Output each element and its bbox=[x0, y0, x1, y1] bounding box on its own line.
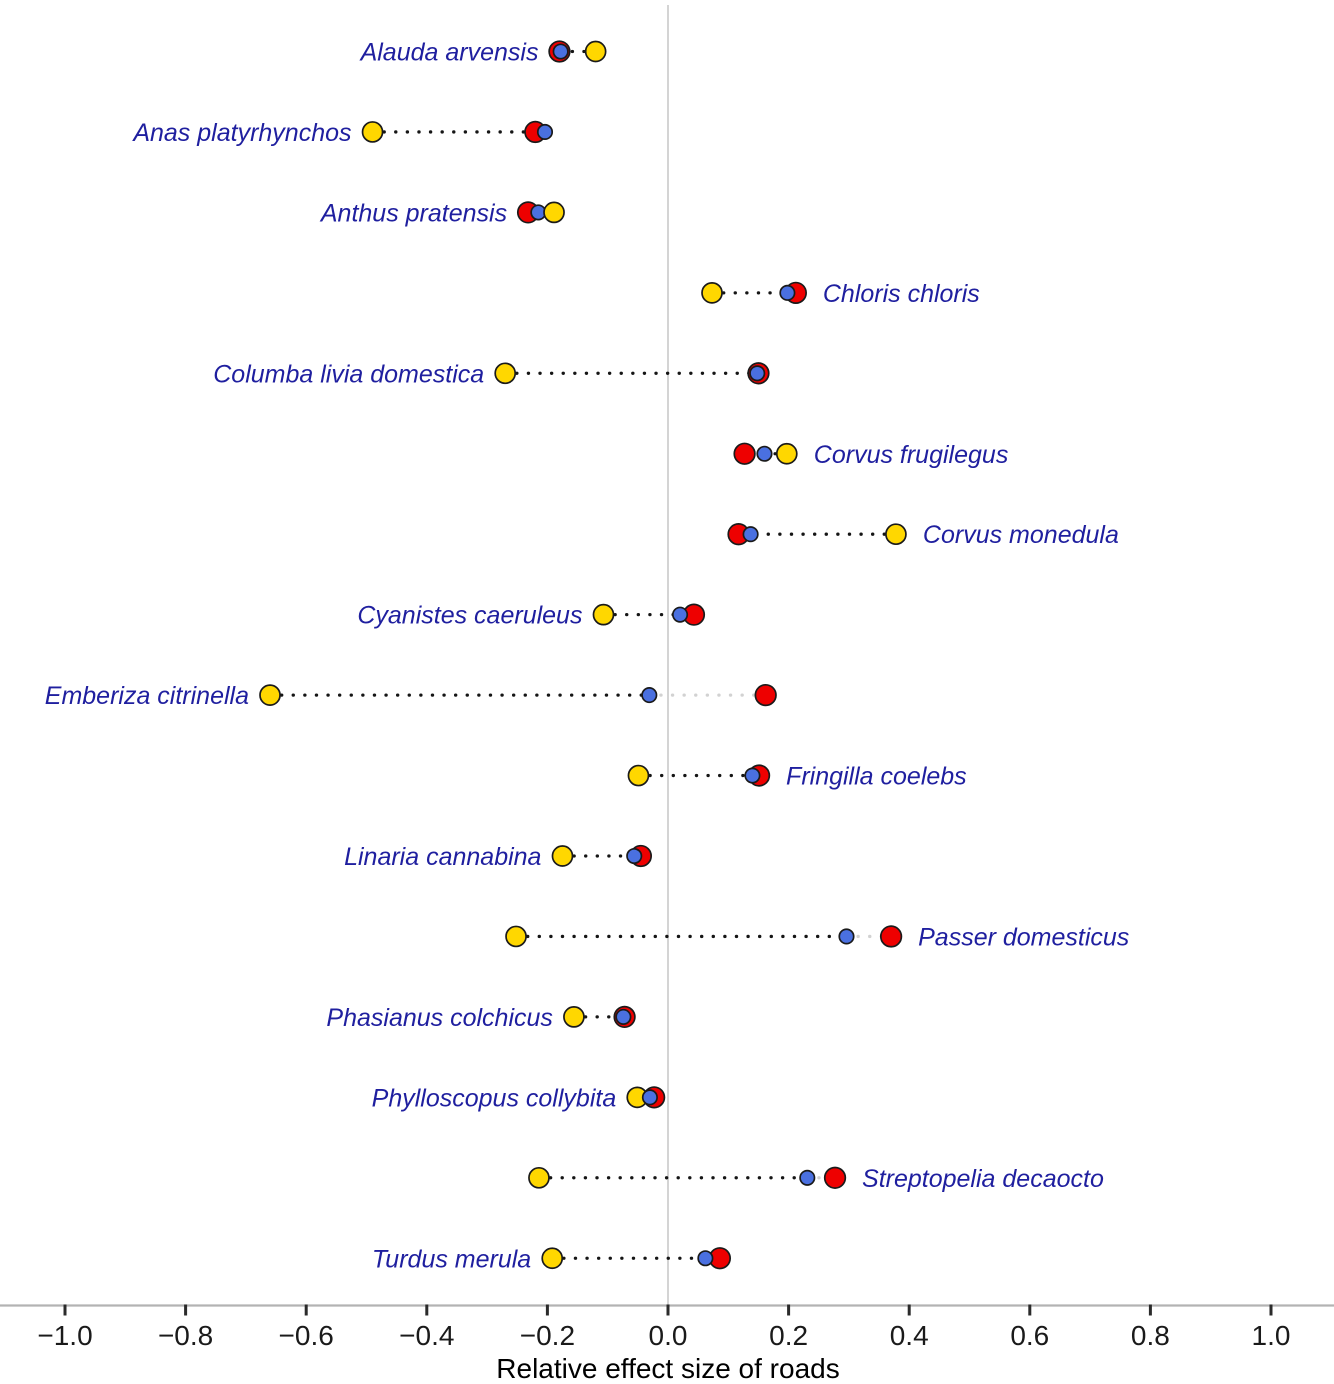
species-label: Phasianus colchicus bbox=[326, 1004, 553, 1032]
dot-blue bbox=[697, 1250, 714, 1267]
dot-blue bbox=[779, 284, 796, 301]
dot-yellow bbox=[259, 684, 281, 706]
dot-yellow bbox=[494, 362, 517, 385]
species-label: Corvus monedula bbox=[923, 521, 1119, 549]
species-label: Streptopelia decaocto bbox=[862, 1165, 1104, 1193]
species-rows-layer: Alauda arvensis Anas platyrhynchos Anthus … bbox=[45, 39, 1130, 1274]
dot-blue bbox=[749, 365, 766, 382]
dot-yellow bbox=[361, 121, 384, 143]
dot-red bbox=[823, 1166, 847, 1189]
species-row: Phylloscopus collybita bbox=[372, 1084, 666, 1112]
dot-red bbox=[879, 925, 903, 948]
dot-blue bbox=[744, 767, 761, 784]
dot-blue bbox=[799, 1169, 816, 1186]
species-label: Columba livia domestica bbox=[213, 360, 484, 388]
dot-yellow bbox=[528, 1166, 550, 1189]
species-label: Linaria cannabina bbox=[344, 843, 541, 871]
species-label: Cyanistes caeruleus bbox=[357, 602, 582, 630]
species-row: Anthus pratensis bbox=[319, 199, 565, 227]
x-axis-tick-label: 1.0 bbox=[1252, 1320, 1291, 1351]
species-row: Chloris chloris bbox=[701, 280, 980, 308]
dot-blue bbox=[626, 847, 643, 865]
species-row: Linaria cannabina bbox=[344, 843, 653, 871]
species-row: Corvus frugilegus bbox=[733, 441, 1009, 469]
dot-blue bbox=[615, 1008, 632, 1025]
x-axis-tick-label: 0.6 bbox=[1010, 1320, 1049, 1351]
species-row: Corvus monedula bbox=[727, 521, 1119, 549]
dot-yellow bbox=[885, 523, 907, 546]
dot-yellow bbox=[563, 1006, 585, 1028]
dot-blue bbox=[672, 606, 689, 623]
dot-yellow bbox=[584, 40, 607, 63]
species-row: Phasianus colchicus bbox=[326, 1004, 636, 1032]
dot-blue bbox=[838, 928, 855, 945]
species-label: Fringilla coelebs bbox=[786, 763, 967, 791]
species-label: Anas platyrhynchos bbox=[131, 119, 351, 147]
species-row: Anas platyrhynchos bbox=[131, 119, 554, 147]
dot-blue bbox=[552, 43, 569, 60]
dot-yellow bbox=[627, 764, 650, 787]
species-row: Cyanistes caeruleus bbox=[357, 602, 706, 630]
dot-blue bbox=[756, 445, 773, 462]
x-axis-tick-label: −0.6 bbox=[279, 1320, 334, 1351]
x-axis-tick-label: 0.0 bbox=[649, 1320, 688, 1351]
dot-yellow bbox=[505, 925, 527, 948]
species-row: Fringilla coelebs bbox=[627, 763, 967, 791]
x-axis-tick-label: 0.4 bbox=[890, 1320, 929, 1351]
species-label: Anthus pratensis bbox=[319, 199, 507, 227]
species-label: Phylloscopus collybita bbox=[372, 1084, 617, 1112]
dot-yellow bbox=[701, 282, 723, 304]
species-label: Turdus merula bbox=[372, 1245, 531, 1273]
dot-blue bbox=[742, 526, 759, 543]
x-axis-layer: −1.0 −0.8 −0.6 −0.4 −0.2 0.0 0.2 0.4 0.6 0.8 1.0 bbox=[0, 1304, 1334, 1351]
species-label: Corvus frugilegus bbox=[814, 441, 1009, 469]
species-row: Turdus merula bbox=[372, 1245, 732, 1273]
species-label: Emberiza citrinella bbox=[45, 682, 249, 710]
dot-yellow bbox=[592, 603, 615, 626]
dot-yellow bbox=[551, 845, 574, 867]
x-axis-title: Relative effect size of roads bbox=[496, 1353, 839, 1384]
species-label: Alauda arvensis bbox=[359, 39, 539, 67]
species-row: Passer domesticus bbox=[505, 923, 1129, 951]
dot-yellow bbox=[775, 442, 798, 465]
dot-red bbox=[754, 683, 777, 707]
dot-blue bbox=[641, 687, 658, 704]
x-axis-tick-label: 0.8 bbox=[1131, 1320, 1170, 1351]
dot-red bbox=[733, 442, 756, 465]
dot-yellow bbox=[541, 1247, 564, 1270]
x-axis-tick-label: −0.2 bbox=[520, 1320, 575, 1351]
species-label: Passer domesticus bbox=[918, 923, 1129, 951]
x-axis-tick-label: 0.2 bbox=[769, 1320, 808, 1351]
dot-blue bbox=[536, 123, 554, 140]
x-axis-tick-label: −0.8 bbox=[158, 1320, 213, 1351]
dot-blue bbox=[641, 1089, 658, 1106]
species-row: Emberiza citrinella bbox=[45, 682, 777, 710]
species-row: Alauda arvensis bbox=[359, 39, 607, 67]
x-axis-tick-label: −0.4 bbox=[399, 1320, 454, 1351]
species-row: Columba livia domestica bbox=[213, 360, 770, 388]
dot-yellow bbox=[543, 201, 565, 224]
species-label: Chloris chloris bbox=[823, 280, 980, 308]
species-row: Streptopelia decaocto bbox=[528, 1165, 1104, 1193]
x-axis-tick-label: −1.0 bbox=[37, 1320, 92, 1351]
